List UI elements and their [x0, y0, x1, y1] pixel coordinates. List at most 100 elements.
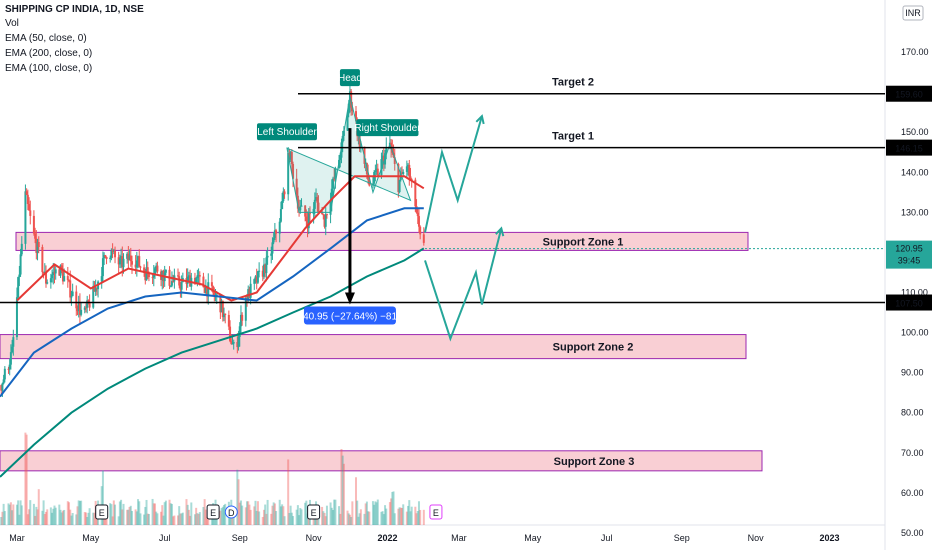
volume-bar [204, 509, 207, 525]
currency-label: INR [905, 8, 921, 18]
x-tick-label: Jul [159, 533, 171, 543]
volume-bar [162, 515, 165, 525]
candle-body [103, 254, 106, 259]
candle-body [25, 191, 28, 195]
candle-body [2, 379, 5, 384]
earnings-marker-label: E [433, 508, 439, 518]
candle-body [229, 326, 232, 342]
candle-body [0, 385, 3, 391]
y-tick-label: 90.00 [901, 368, 924, 378]
study-ema-100[interactable]: EMA (100, close, 0) [5, 63, 93, 74]
volume-bar [87, 512, 90, 525]
candle-body [24, 191, 27, 244]
candle-body [49, 278, 52, 283]
candle-body [95, 287, 98, 290]
volume-bar [422, 509, 425, 525]
candle-body [193, 277, 196, 284]
volume-bar [161, 505, 164, 525]
candle-body [398, 179, 401, 193]
symbol-title[interactable]: SHIPPING CP INDIA, 1D, NSE [5, 4, 144, 15]
candle-body [84, 307, 87, 309]
volume-bar [189, 515, 192, 525]
x-tick-label: Mar [9, 533, 25, 543]
volume-bar [289, 505, 292, 525]
volume-bar [339, 513, 342, 525]
volume-bar [8, 504, 11, 525]
volume-bar [305, 500, 308, 525]
volume-bar [306, 513, 309, 525]
candle-body [203, 287, 206, 294]
countdown-label: 39:45 [898, 256, 921, 266]
volume-bar [2, 503, 5, 525]
volume-bar [59, 509, 62, 525]
volume-bar [348, 514, 351, 525]
volume-bar [127, 509, 130, 525]
volume-bar [51, 512, 54, 525]
candle-body [324, 214, 327, 227]
volume-bar [11, 510, 14, 525]
candle-body [322, 214, 325, 216]
candle-body [34, 233, 37, 239]
study-ema-50[interactable]: EMA (50, close, 0) [5, 33, 87, 44]
volume-bar [312, 515, 315, 525]
volume-bar [329, 502, 332, 525]
dividend-marker [224, 505, 238, 519]
study-ema-200[interactable]: EMA (200, close, 0) [5, 48, 93, 59]
candle-body [186, 276, 189, 284]
candle-body [9, 352, 12, 365]
candle-body [308, 213, 311, 215]
volume-bar [342, 463, 345, 525]
current-price-label: 120.95 [895, 244, 923, 254]
candle-body [105, 256, 108, 260]
volume-bar [238, 502, 241, 525]
candle-body [80, 309, 83, 315]
candle-body [258, 270, 261, 272]
candle-body [18, 274, 21, 278]
candle-body [101, 258, 104, 277]
volume-bar [114, 504, 117, 525]
volume-bar [78, 500, 81, 525]
candle-body [317, 202, 320, 212]
candle-body [204, 286, 207, 294]
candle-body [422, 234, 425, 243]
candle-body [390, 142, 393, 149]
volume-bar [323, 512, 326, 525]
volume-bar [264, 504, 267, 525]
candle-body [253, 279, 256, 284]
price-tag-label: 146.15 [895, 144, 923, 154]
candle-body [135, 260, 138, 268]
candle-body [15, 297, 18, 338]
candle-body [238, 326, 241, 338]
candle-body [220, 300, 223, 313]
study-volume[interactable]: Vol [5, 18, 19, 29]
candle-body [128, 255, 131, 261]
volume-bar [407, 505, 410, 525]
candle-body [281, 201, 284, 210]
volume-bar [331, 510, 334, 525]
volume-bar [401, 508, 404, 525]
volume-bar [288, 512, 291, 525]
candle-body [313, 199, 316, 209]
volume-bar [363, 513, 366, 525]
volume-bar [195, 507, 198, 525]
volume-bar [321, 506, 324, 525]
volume-bar [185, 499, 188, 525]
volume-bar [351, 501, 354, 525]
volume-bar [58, 504, 61, 525]
pattern-label: Left Shoulder [257, 127, 317, 138]
volume-bar [416, 510, 419, 525]
candle-body [137, 256, 140, 261]
y-tick-label: 130.00 [901, 207, 929, 217]
volume-bar [347, 513, 350, 525]
earnings-marker [95, 504, 109, 520]
candle-body [104, 254, 107, 257]
x-tick-label: Sep [232, 533, 248, 543]
volume-bar [281, 504, 284, 525]
volume-bar [356, 500, 359, 525]
volume-bar [206, 516, 209, 525]
volume-bar [224, 503, 227, 525]
volume-bar [388, 502, 391, 525]
volume-bar [177, 515, 179, 525]
candle-body [278, 221, 281, 234]
